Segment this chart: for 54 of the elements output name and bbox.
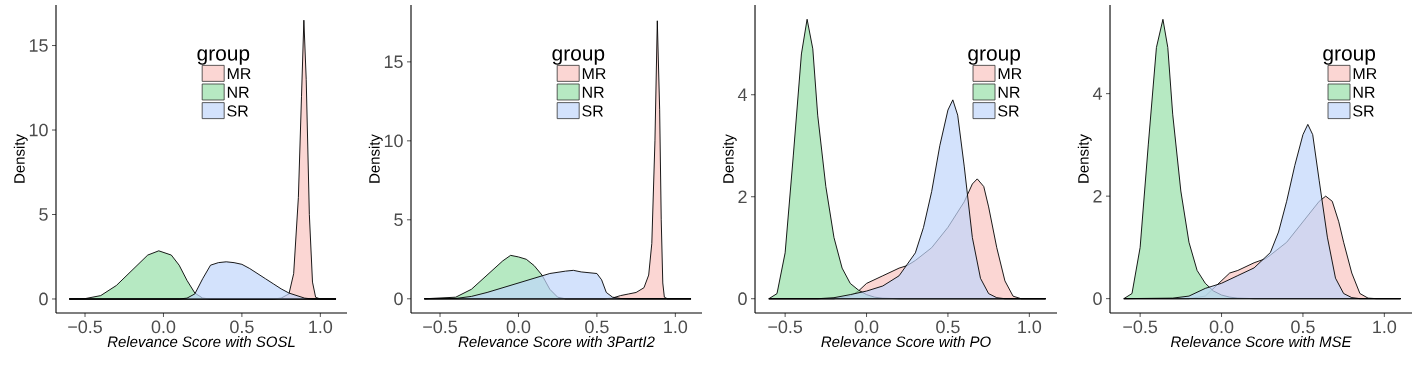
y-tick-label: 10 [29, 123, 48, 137]
x-axis-title: Relevance Score with 3PartI2 [458, 336, 655, 348]
y-tick-label: 5 [394, 213, 403, 227]
x-axis-title: Relevance Score with MSE [1170, 336, 1352, 348]
x-tick-label: −0.5 [68, 320, 102, 334]
y-tick-label: 15 [384, 55, 403, 69]
y-tick-label: 15 [29, 39, 48, 52]
y-tick-label: 4 [1092, 87, 1102, 100]
x-tick-label: −0.5 [1123, 320, 1158, 334]
x-tick-label: 0.0 [1209, 320, 1234, 334]
legend-label: SR [998, 105, 1019, 117]
x-axis-title: Relevance Score with SOSL [107, 336, 295, 348]
y-tick-label: 2 [738, 190, 747, 203]
x-tick-label: 1.0 [1373, 320, 1397, 334]
x-tick-label: 0.5 [1291, 320, 1315, 334]
x-axis-title: Relevance Score with PO [821, 336, 991, 348]
y-axis-title: Density [13, 134, 28, 183]
y-tick-label: 4 [737, 88, 747, 101]
x-tick-label: 0.5 [936, 320, 960, 334]
legend-title: group [197, 49, 250, 65]
legend-label: SR [582, 105, 603, 117]
y-tick-label: 0 [394, 292, 403, 306]
legend-label: SR [227, 105, 248, 117]
legend-label: MR [998, 68, 1022, 80]
y-tick-label: 10 [384, 134, 403, 148]
x-tick-label: 0.5 [585, 320, 609, 334]
legend-label: MR [227, 68, 251, 80]
legend-label: NR [998, 86, 1020, 98]
legend-label: MR [582, 68, 606, 80]
x-tick-label: −0.5 [423, 320, 457, 334]
x-tick-label: 1.0 [309, 320, 333, 334]
x-tick-label: 0.5 [230, 320, 254, 334]
y-axis-title: Density [368, 134, 383, 183]
x-tick-label: 1.0 [1018, 320, 1042, 334]
x-tick-label: 0.0 [506, 320, 531, 334]
y-tick-label: 2 [1093, 189, 1102, 203]
legend-title: group [968, 49, 1021, 65]
x-tick-label: 0.0 [151, 320, 176, 334]
y-tick-label: 0 [1093, 292, 1102, 305]
legend-label: NR [582, 86, 604, 98]
y-tick-label: 0 [39, 292, 48, 306]
x-tick-label: −0.5 [768, 320, 803, 334]
y-tick-label: 5 [39, 208, 48, 221]
y-axis-title: Density [722, 134, 737, 183]
legend-label: NR [1353, 86, 1375, 98]
x-tick-label: 1.0 [664, 320, 688, 334]
y-axis-title: Density [1077, 134, 1092, 183]
legend-title: group [1323, 49, 1376, 65]
y-tick-label: 0 [738, 292, 747, 306]
legend-label: SR [1353, 105, 1374, 117]
legend-label: NR [227, 86, 249, 98]
x-tick-label: 0.0 [854, 320, 879, 334]
legend-title: group [552, 49, 605, 65]
legend-label: MR [1353, 68, 1377, 80]
